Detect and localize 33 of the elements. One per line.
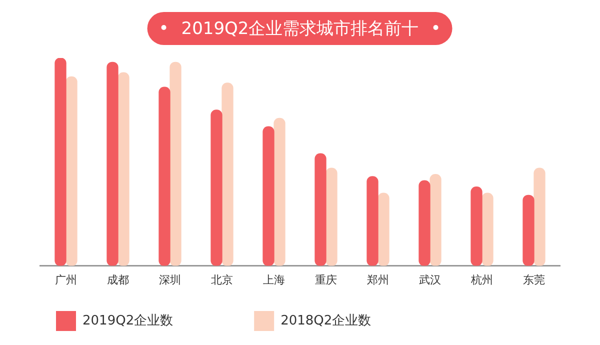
bar <box>54 58 66 266</box>
bar <box>534 168 546 266</box>
x-tick-label: 重庆 <box>315 273 337 286</box>
bar <box>170 62 182 266</box>
bar <box>106 62 118 266</box>
bar <box>366 176 378 266</box>
bar <box>522 194 534 266</box>
bar <box>326 168 338 266</box>
bar <box>418 180 430 266</box>
x-tick-label: 北京 <box>211 273 233 286</box>
bar <box>158 86 170 266</box>
x-tick-label: 东莞 <box>523 273 545 286</box>
bar <box>222 82 234 266</box>
bar <box>118 72 130 266</box>
chart-title: 2019Q2企业需求城市排名前十 <box>181 19 419 39</box>
bar <box>378 192 390 266</box>
legend-label: 2019Q2企业数 <box>82 313 238 328</box>
bar <box>274 118 286 266</box>
x-tick-label: 广州 <box>55 273 77 286</box>
bar <box>66 76 78 266</box>
bar <box>482 192 494 266</box>
bar <box>262 126 274 266</box>
x-tick-label: 深圳 <box>159 273 181 286</box>
x-tick-label: 武汉 <box>419 273 441 286</box>
x-tick-label: 成都 <box>107 273 129 286</box>
bar <box>210 110 222 266</box>
bar <box>430 174 442 266</box>
bar <box>314 153 326 266</box>
legend-label: 2018Q2企业数 <box>280 313 436 328</box>
x-tick-label: 上海 <box>263 273 285 286</box>
x-tick-label: 杭州 <box>470 273 493 286</box>
x-tick-label: 郑州 <box>367 273 389 286</box>
bar <box>470 186 482 266</box>
